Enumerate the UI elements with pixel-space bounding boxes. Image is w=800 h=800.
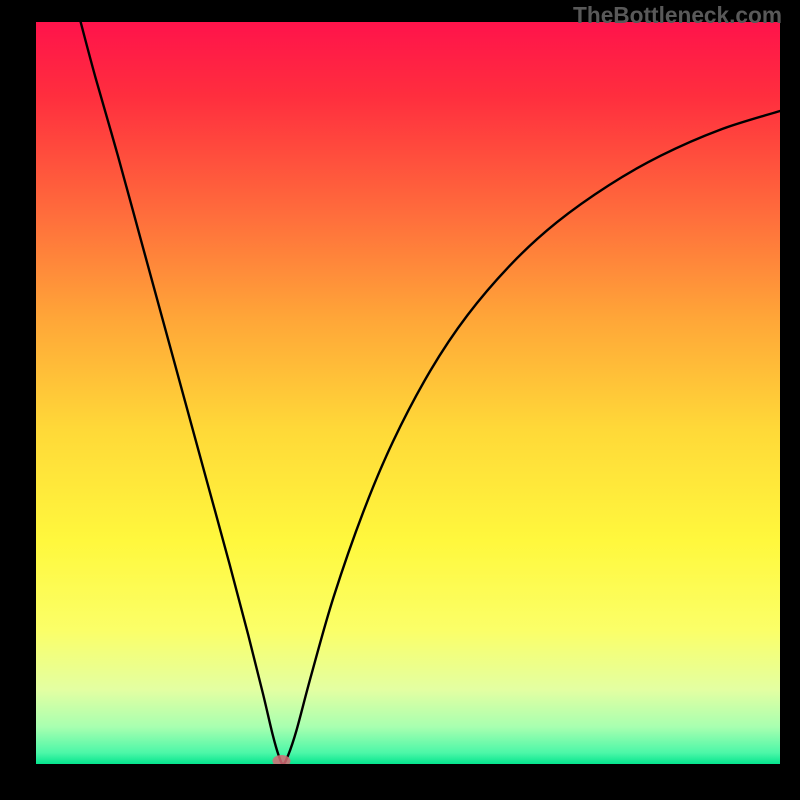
plot-area <box>36 22 780 764</box>
watermark-label: TheBottleneck.com <box>573 2 782 29</box>
bottleneck-curve <box>81 22 780 764</box>
chart-svg <box>36 22 780 764</box>
chart-frame: TheBottleneck.com <box>0 0 800 800</box>
